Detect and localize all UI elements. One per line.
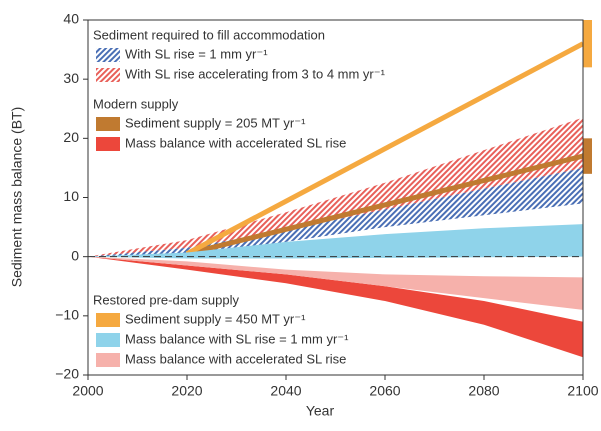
legend-swatch (96, 68, 120, 82)
legend-label: Mass balance with accelerated SL rise (125, 135, 346, 150)
band (88, 117, 583, 257)
legend-swatch (96, 353, 120, 367)
plot-frame (87, 19, 584, 376)
y-axis-label: Sediment mass balance (BT) (9, 107, 25, 288)
y-tick-label: 40 (63, 11, 79, 27)
legend-swatch (96, 313, 120, 327)
y-tick-label: −20 (55, 366, 79, 382)
legend-swatch (96, 333, 120, 347)
legend-label: Sediment supply = 450 MT yr⁻¹ (125, 311, 306, 326)
y-tick-label: −10 (55, 307, 79, 323)
supply-line (186, 153, 584, 257)
legend-label: Sediment supply = 205 MT yr⁻¹ (125, 115, 306, 130)
y-tick-label: 10 (63, 188, 79, 204)
legend-title: Sediment required to fill accommodation (93, 27, 325, 42)
x-tick-label: 2100 (567, 383, 598, 399)
legend-label: With SL rise = 1 mm yr⁻¹ (125, 46, 268, 61)
y-tick-label: 0 (71, 247, 79, 263)
end-range (583, 138, 592, 174)
legend-label: With SL rise accelerating from 3 to 4 mm… (125, 66, 386, 81)
legend-label: Mass balance with SL rise = 1 mm yr⁻¹ (125, 331, 349, 346)
legend-title: Restored pre-dam supply (93, 292, 239, 307)
supply-line (185, 41, 585, 256)
x-tick-label: 2000 (72, 383, 103, 399)
band (88, 224, 583, 259)
legend-title: Modern supply (93, 96, 179, 111)
band (88, 167, 583, 257)
band (88, 256, 583, 358)
x-tick-label: 2020 (171, 383, 202, 399)
y-tick-label: 30 (63, 70, 79, 86)
y-tick-label: 20 (63, 129, 79, 145)
x-axis-label: Year (306, 403, 335, 419)
x-tick-label: 2060 (369, 383, 400, 399)
legend-label: Mass balance with accelerated SL rise (125, 351, 346, 366)
legend-swatch (96, 117, 120, 131)
legend-swatch (96, 48, 120, 62)
x-tick-label: 2040 (270, 383, 301, 399)
end-range (583, 20, 592, 68)
band (88, 256, 583, 310)
x-tick-label: 2080 (468, 383, 499, 399)
legend-swatch (96, 137, 120, 151)
